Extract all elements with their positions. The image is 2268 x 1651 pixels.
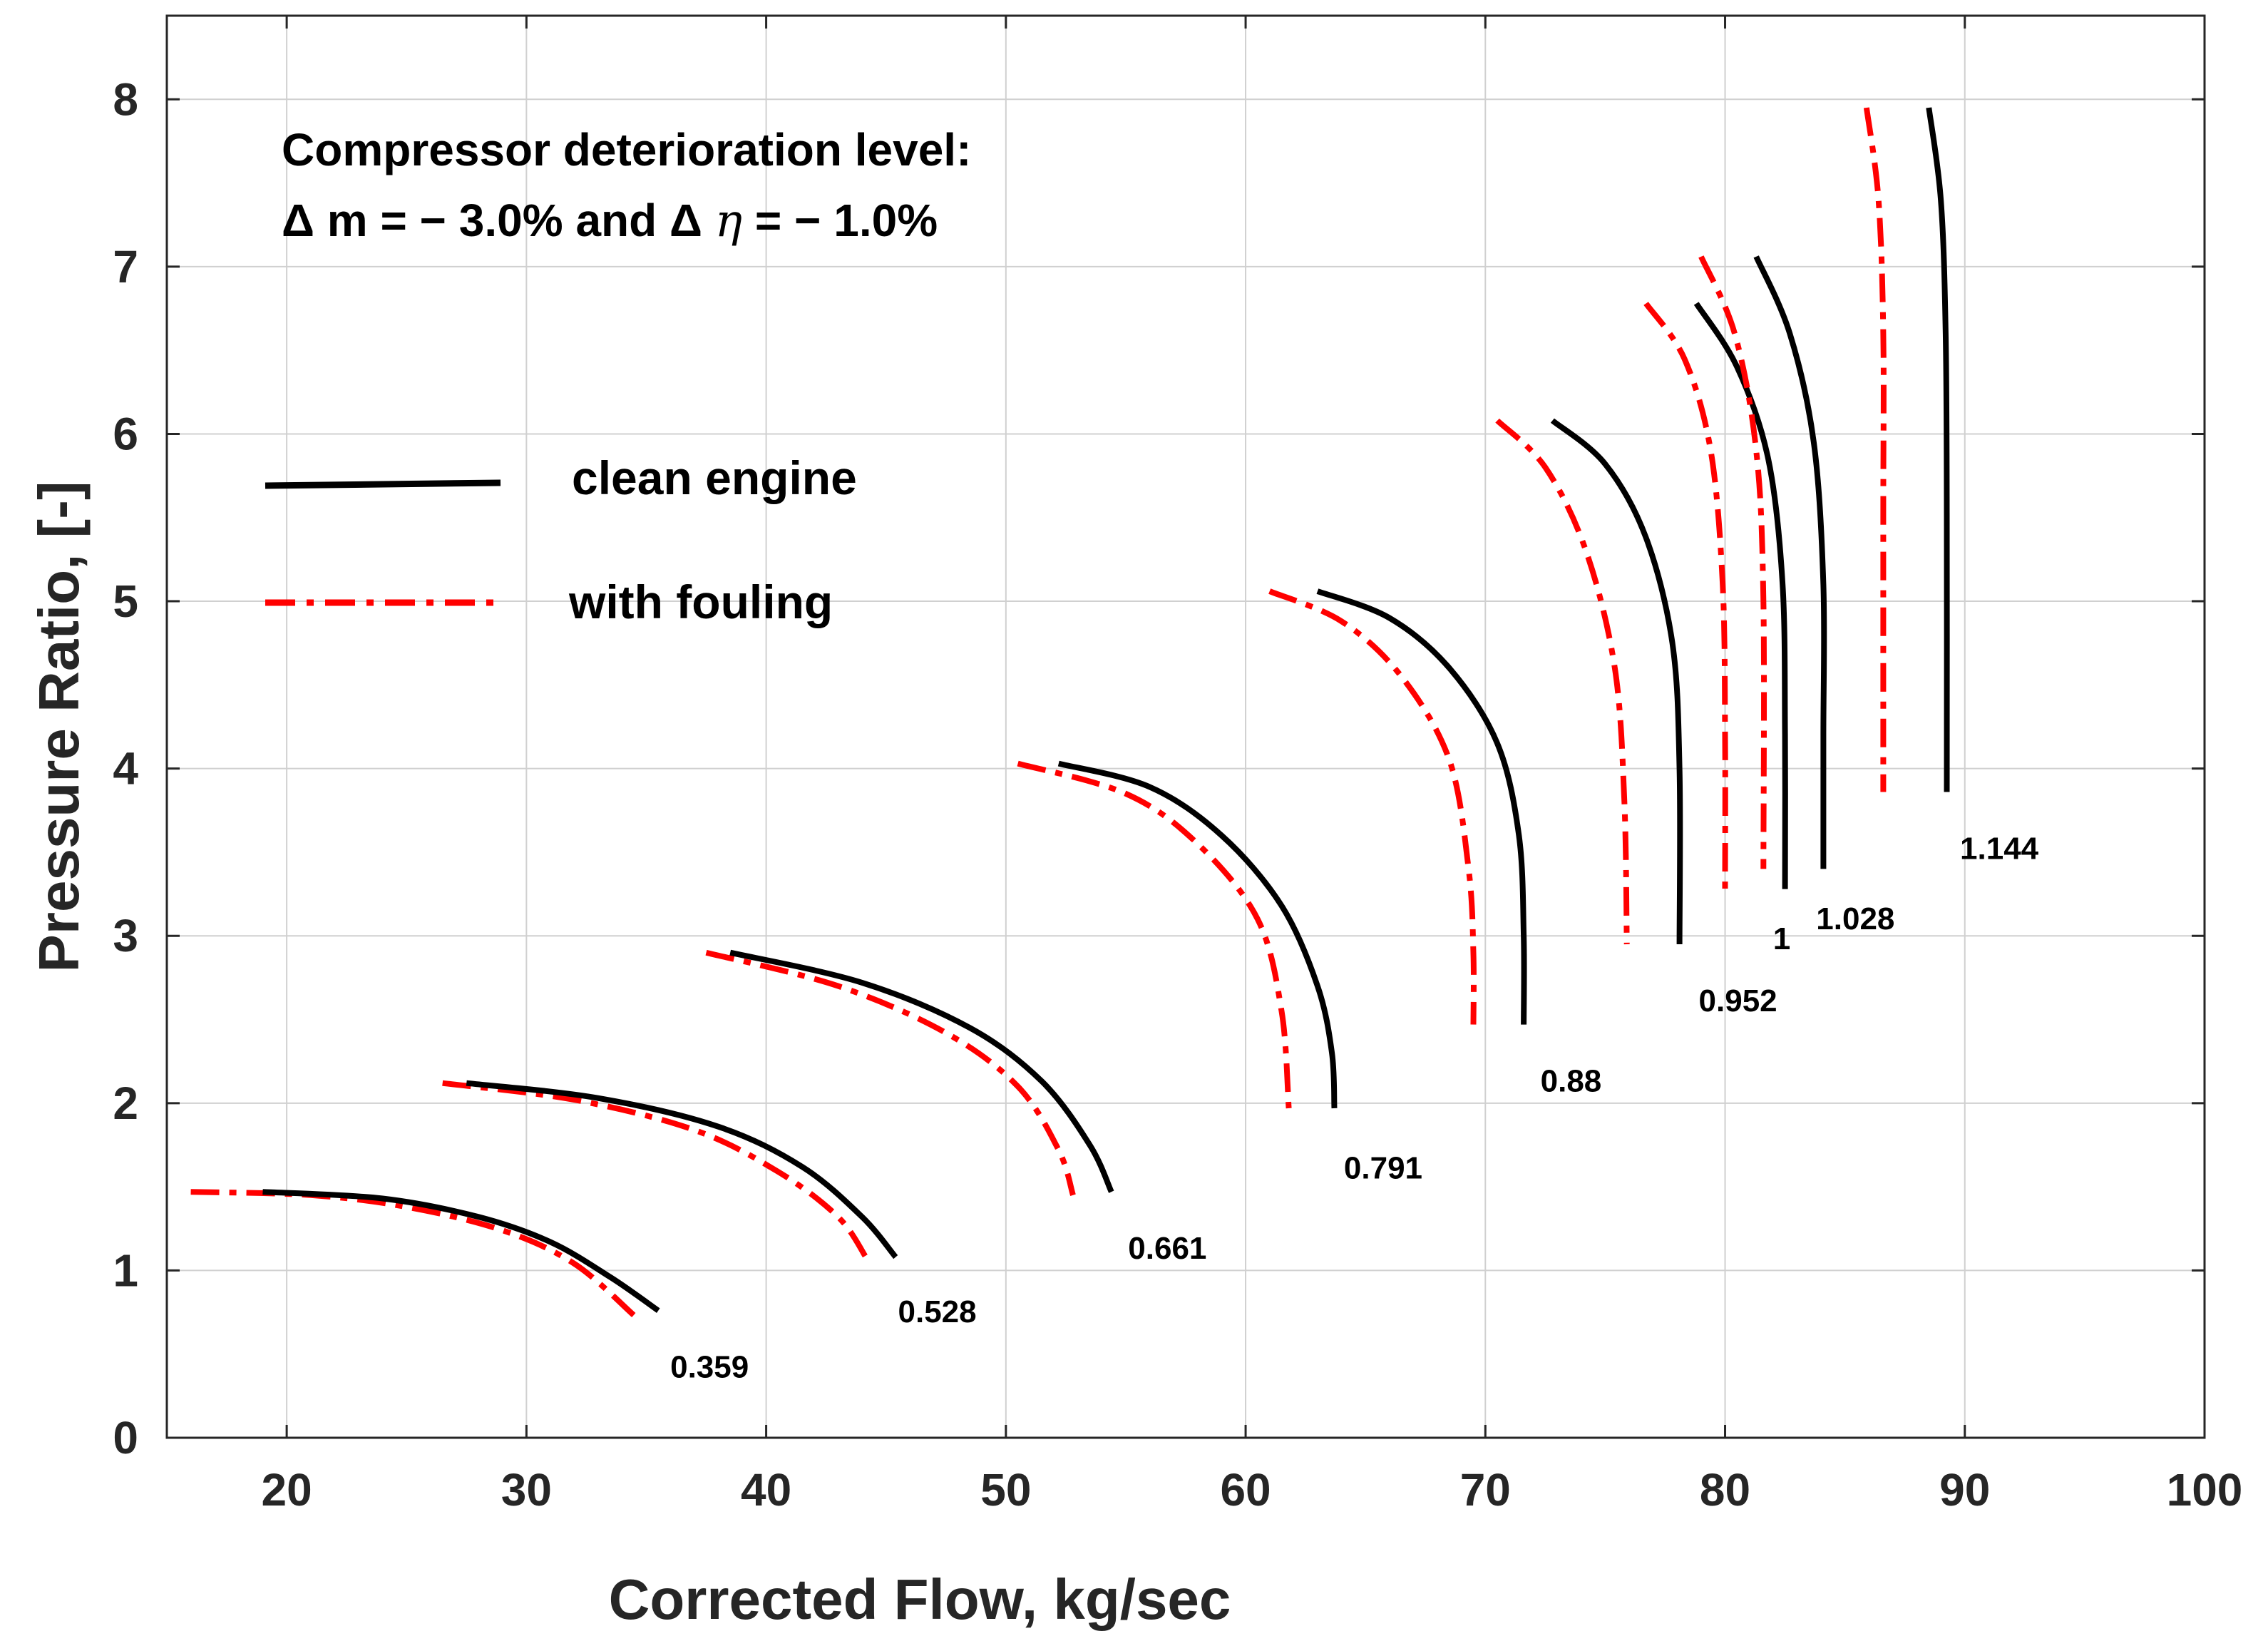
fouling-speed-line-0.528 xyxy=(442,1080,870,1261)
speed-label-0.528: 0.528 xyxy=(898,1294,977,1329)
x-tick-label: 90 xyxy=(1939,1464,1990,1515)
clean-speed-line-0.88 xyxy=(1316,588,1527,1025)
clean-speed-line-1 xyxy=(1693,302,1788,889)
efficiency-change: = − 1.0% xyxy=(755,195,938,246)
clean-speed-line-1.144 xyxy=(1926,107,1950,792)
y-tick-label: 6 xyxy=(113,408,138,459)
clean-speed-line-1.028 xyxy=(1753,255,1827,869)
x-tick-label: 80 xyxy=(1700,1464,1750,1515)
x-axis-label: Corrected Flow, kg/sec xyxy=(609,1568,1231,1631)
speed-label-1: 1 xyxy=(1773,921,1790,956)
legend-clean-label: clean engine xyxy=(572,451,857,504)
fouling-speed-line-1.144 xyxy=(1863,107,1887,792)
speed-label-0.952: 0.952 xyxy=(1699,983,1777,1018)
speed-label-0.661: 0.661 xyxy=(1128,1231,1206,1266)
fouling-speed-line-0.952 xyxy=(1495,418,1630,945)
x-tick-label: 100 xyxy=(2167,1464,2243,1515)
plot-frame xyxy=(165,14,2206,1439)
clean-speed-line-0.528 xyxy=(466,1080,898,1259)
plot-area xyxy=(167,16,2205,1438)
clean-speed-line-0.661 xyxy=(729,949,1114,1193)
grid xyxy=(167,16,2205,1438)
legend-clean-swatch xyxy=(265,479,501,489)
y-axis-label: Pressure Ratio, [-] xyxy=(27,481,91,972)
legend: clean engine with fouling xyxy=(265,451,857,628)
speed-label-1.144: 1.144 xyxy=(1960,831,2039,866)
y-tick-label: 3 xyxy=(113,910,138,961)
y-tick-label: 2 xyxy=(113,1078,138,1129)
x-tick-label: 50 xyxy=(980,1464,1031,1515)
speed-labels: 0.359 0.528 0.661 0.791 0.88 0.952 1 1.028 1.144 xyxy=(670,831,2039,1384)
x-tick-label: 20 xyxy=(262,1464,312,1515)
y-tick-label: 7 xyxy=(113,241,138,292)
eta-symbol: η xyxy=(715,195,742,247)
clean-speed-line-0.952 xyxy=(1550,418,1683,945)
legend-fouling-label: with fouling xyxy=(568,576,833,628)
y-tick-label: 1 xyxy=(113,1244,138,1296)
x-tick-label: 60 xyxy=(1220,1464,1271,1515)
fouling-speed-line-1.028 xyxy=(1698,255,1767,869)
y-tick-label: 4 xyxy=(113,743,138,794)
annotation-line-1: Compressor deterioration level: xyxy=(282,124,971,175)
speed-label-0.791: 0.791 xyxy=(1344,1150,1422,1185)
x-tick-label: 40 xyxy=(741,1464,791,1515)
series xyxy=(190,107,1950,1318)
y-tick-label: 8 xyxy=(113,73,138,125)
annotation-line-2: Δ m = − 3.0% and Δ η = − 1.0% xyxy=(282,195,938,247)
mass-flow-change: m = − 3.0% and xyxy=(327,195,657,246)
speed-label-1.028: 1.028 xyxy=(1816,901,1894,936)
x-tick-label: 70 xyxy=(1460,1464,1511,1515)
fouling-speed-line-0.661 xyxy=(705,949,1076,1197)
clean-speed-line-0.791 xyxy=(1057,760,1338,1109)
y-tick-label: 0 xyxy=(113,1412,138,1463)
fouling-speed-line-1 xyxy=(1643,302,1728,889)
fouling-speed-line-0.88 xyxy=(1268,588,1477,1025)
x-tick-label: 30 xyxy=(501,1464,552,1515)
clean-speed-line-0.359 xyxy=(262,1189,660,1313)
ticks: 20 30 40 50 60 70 80 90 100 0 1 2 3 4 5 6 7 8 xyxy=(113,16,2242,1515)
delta-symbol: Δ xyxy=(282,195,314,246)
y-tick-label: 5 xyxy=(113,576,138,627)
speed-label-0.88: 0.88 xyxy=(1541,1063,1602,1098)
speed-label-0.359: 0.359 xyxy=(670,1350,749,1385)
delta-symbol: Δ xyxy=(669,195,702,246)
fouling-speed-line-0.791 xyxy=(1017,760,1292,1109)
